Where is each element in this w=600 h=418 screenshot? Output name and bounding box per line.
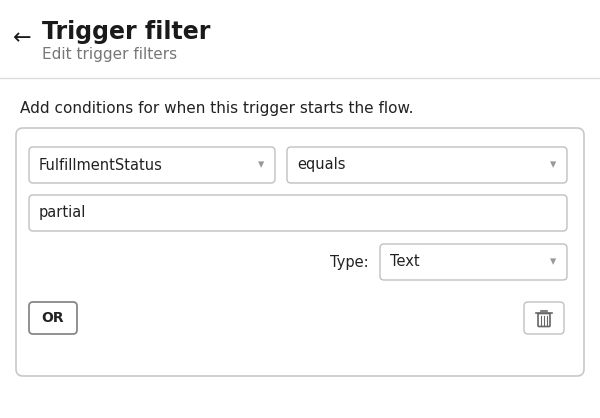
FancyBboxPatch shape xyxy=(538,314,550,326)
FancyBboxPatch shape xyxy=(29,195,567,231)
Text: OR: OR xyxy=(41,311,64,325)
Text: Trigger filter: Trigger filter xyxy=(42,20,211,44)
Text: ▾: ▾ xyxy=(258,158,264,171)
Text: Edit trigger filters: Edit trigger filters xyxy=(42,48,177,63)
FancyBboxPatch shape xyxy=(287,147,567,183)
Text: partial: partial xyxy=(39,206,86,221)
Text: Add conditions for when this trigger starts the flow.: Add conditions for when this trigger sta… xyxy=(20,100,413,115)
FancyBboxPatch shape xyxy=(16,128,584,376)
Text: Text: Text xyxy=(390,255,419,270)
Text: ▾: ▾ xyxy=(550,255,556,268)
FancyBboxPatch shape xyxy=(380,244,567,280)
FancyBboxPatch shape xyxy=(524,302,564,334)
Text: FulfillmentStatus: FulfillmentStatus xyxy=(39,158,163,173)
FancyBboxPatch shape xyxy=(29,147,275,183)
Text: ←: ← xyxy=(13,28,31,48)
Text: Type:: Type: xyxy=(330,255,368,270)
FancyBboxPatch shape xyxy=(29,302,77,334)
Text: equals: equals xyxy=(297,158,346,173)
Text: ▾: ▾ xyxy=(550,158,556,171)
